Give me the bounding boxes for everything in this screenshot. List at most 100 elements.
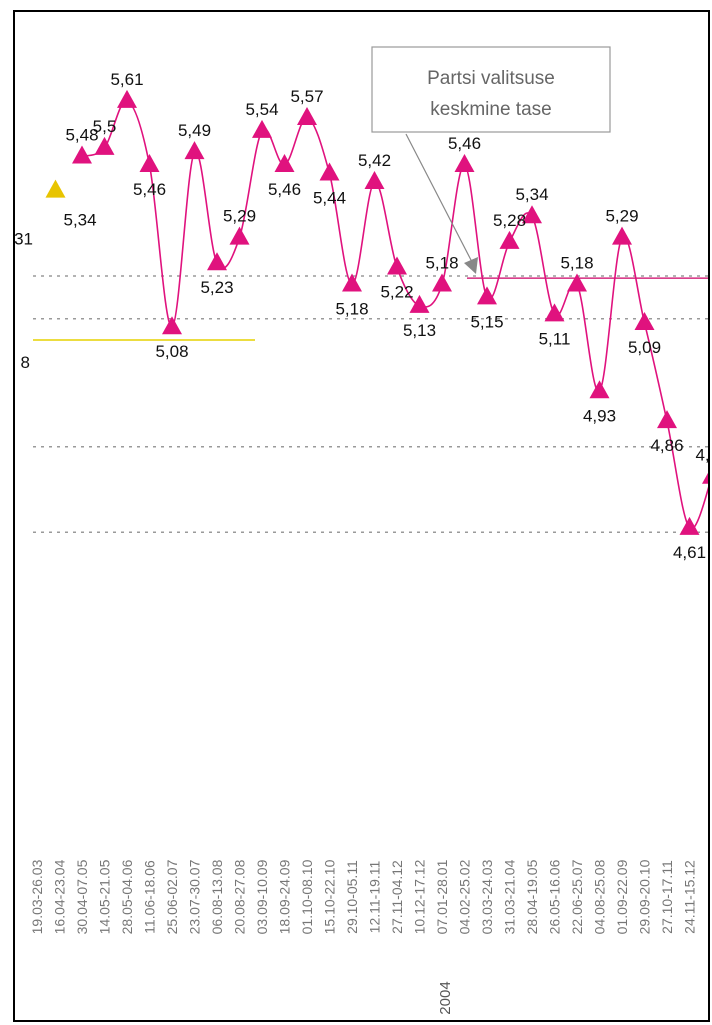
data-point-6 xyxy=(207,252,227,271)
x-tick-label-29: 24.11-15.12 xyxy=(682,860,698,934)
data-label-1: 5,5 xyxy=(93,117,117,136)
data-label-28: 4,73 xyxy=(695,446,710,465)
data-point-21 xyxy=(544,303,565,322)
data-point-17 xyxy=(454,153,475,172)
data-label-26: 4,86 xyxy=(650,436,683,455)
partial-label-0: 31 xyxy=(15,230,33,249)
x-tick-label-13: 15.10-22.10 xyxy=(322,859,338,934)
data-point-7 xyxy=(229,226,250,245)
x-tick-label-28: 27.10-17.11 xyxy=(659,860,675,934)
data-point-24 xyxy=(612,226,632,245)
data-point-13 xyxy=(364,171,385,190)
x-tick-label-1: 16.04-23.04 xyxy=(52,859,68,934)
data-point-19 xyxy=(499,230,520,249)
data-label-11: 5,44 xyxy=(313,189,346,208)
data-label-18: 5,15 xyxy=(470,312,503,331)
data-point-10 xyxy=(297,107,317,126)
x-tick-label-26: 01.09-22.09 xyxy=(614,859,630,934)
data-label-23: 4,93 xyxy=(583,406,616,425)
data-label-14: 5,22 xyxy=(380,282,413,301)
data-point-15 xyxy=(409,294,430,313)
data-label-22: 5,18 xyxy=(560,254,593,273)
data-label-19: 5,28 xyxy=(493,211,526,230)
data-label-12: 5,18 xyxy=(335,300,368,319)
x-tick-label-27: 29.09-20.10 xyxy=(637,859,653,934)
x-tick-label-5: 11.06-18.06 xyxy=(142,860,158,934)
x-tick-label-24: 22.06-25.07 xyxy=(569,859,585,934)
data-point-28 xyxy=(702,472,708,484)
data-point-20 xyxy=(522,205,542,224)
data-point-25 xyxy=(634,311,655,330)
data-label-13: 5,42 xyxy=(358,151,391,170)
annotation-arrow-head xyxy=(464,257,478,274)
data-label-7: 5,29 xyxy=(223,207,256,226)
data-label-3: 5,46 xyxy=(133,180,166,199)
data-label-5: 5,49 xyxy=(178,121,211,140)
data-point-3 xyxy=(139,153,160,172)
x-tick-label-15: 12.11-19.11 xyxy=(367,860,383,933)
annotation-arrow-line xyxy=(405,133,473,263)
annotation-line-2: keskmine tase xyxy=(430,99,551,120)
data-label-17: 5,46 xyxy=(448,134,481,153)
data-label-6: 5,23 xyxy=(200,278,233,297)
data-point-8 xyxy=(252,119,272,138)
x-tick-label-4: 28.05-04.06 xyxy=(119,859,135,934)
data-point-14 xyxy=(387,256,407,275)
data-label-16: 5,18 xyxy=(425,254,458,273)
data-label-27: 4,61 xyxy=(673,543,706,562)
data-point-18 xyxy=(477,286,497,305)
x-tick-label-20: 03.03-24.03 xyxy=(479,859,495,934)
data-label-24: 5,29 xyxy=(605,207,638,226)
annotation-line-1: Partsi valitsuse xyxy=(427,68,555,89)
x-tick-label-9: 20.08-27.08 xyxy=(232,859,248,934)
x-tick-label-14: 29.10-05.11 xyxy=(344,860,360,934)
data-point-0 xyxy=(72,145,92,164)
x-tick-label-6: 25.06-02.07 xyxy=(164,859,180,934)
data-point-5 xyxy=(184,141,205,160)
chart-frame: 5,48 5,5 5,61 5,46 5,08 5,49 5,23 5,29 5,54 5,46 5… xyxy=(13,10,710,1022)
annotation: Partsi valitsuse keskmine tase xyxy=(371,46,611,274)
annotation-box xyxy=(371,46,611,133)
data-label-20: 5,34 xyxy=(515,185,548,204)
data-label-8: 5,54 xyxy=(245,100,278,119)
data-point-22 xyxy=(567,273,587,292)
data-label-25: 5,09 xyxy=(628,338,661,357)
x-tick-label-21: 31.03-21.04 xyxy=(502,859,518,934)
x-tick-label-0: 19.03-26.03 xyxy=(29,859,45,934)
data-point-4 xyxy=(162,316,182,335)
data-point-23 xyxy=(589,380,610,399)
data-point-16 xyxy=(432,273,452,292)
partial-label-1: 8 xyxy=(21,353,30,372)
data-label-4: 5,08 xyxy=(155,342,188,361)
x-tick-label-10: 03.09-10.09 xyxy=(254,859,270,934)
x-tick-label-18: 07.01-28.01 xyxy=(434,859,450,934)
data-label-10: 5,57 xyxy=(290,87,323,106)
x-tick-label-11: 18.09-24.09 xyxy=(277,859,293,934)
data-point-26 xyxy=(657,410,677,429)
data-label-2: 5,61 xyxy=(110,70,143,89)
data-point-2 xyxy=(117,89,137,108)
x-tick-label-25: 04.08-25.08 xyxy=(592,859,608,934)
previous-series-point xyxy=(45,179,66,198)
data-point-27 xyxy=(679,516,700,535)
x-tick-label-19: 04.02-25.02 xyxy=(457,859,473,934)
x-tick-label-3: 14.05-21.05 xyxy=(97,859,113,934)
x-tick-label-23: 26.05-16.06 xyxy=(547,859,563,934)
data-label-15: 5,13 xyxy=(403,321,436,340)
x-tick-label-2: 30.04-07.05 xyxy=(74,859,90,934)
data-label-21: 5,11 xyxy=(539,329,571,348)
data-point-11 xyxy=(319,162,340,181)
previous-series-label: 5,34 xyxy=(64,211,97,230)
x-tick-label-17: 10.12-17.12 xyxy=(412,859,428,934)
x-tick-label-22: 28.04-19.05 xyxy=(524,859,540,934)
line-chart: 5,485,5 5,61 5,46 5,08 5,49 5,23 5,29 5,54 5,46 5… xyxy=(15,46,710,1015)
data-point-1 xyxy=(94,136,115,155)
data-label-9: 5,46 xyxy=(268,180,301,199)
x-tick-label-8: 06.08-13.08 xyxy=(209,859,225,934)
x-tick-label-12: 01.10-08.10 xyxy=(299,859,315,934)
series-line xyxy=(81,100,708,530)
data-point-9 xyxy=(274,153,295,172)
data-label-0: 5,48 xyxy=(65,125,98,144)
x-tick-label-7: 23.07-30.07 xyxy=(187,859,203,934)
x-tick-label-16: 27.11-04.12 xyxy=(389,860,405,934)
